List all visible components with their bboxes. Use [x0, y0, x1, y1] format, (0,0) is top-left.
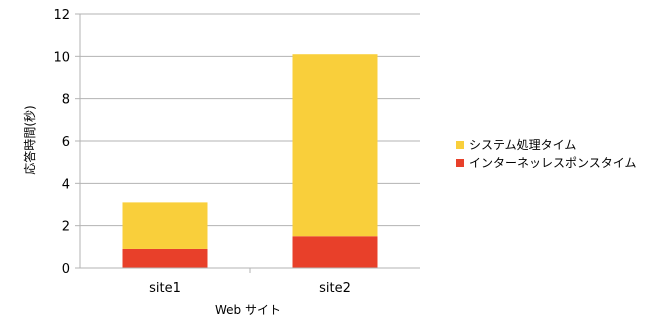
y-tick-label: 12 — [53, 8, 70, 23]
axes — [79, 14, 420, 273]
bar-site1-series0 — [122, 248, 208, 268]
bar-site2-series0 — [292, 236, 378, 268]
bars — [122, 54, 378, 268]
x-tick-labels: site1 site2 — [149, 281, 351, 296]
x-tick-label: site2 — [319, 281, 351, 296]
y-tick-label: 0 — [62, 262, 70, 277]
y-tick-label: 6 — [62, 135, 70, 150]
x-tick-label: site1 — [149, 281, 181, 296]
y-axis-title: 応答時間(秒) — [22, 105, 37, 174]
y-tick-label: 8 — [62, 93, 70, 108]
bar-site2-series1 — [292, 54, 378, 237]
legend-swatch — [456, 159, 464, 167]
legend-label: インターネッレスポンスタイム — [469, 156, 637, 170]
bar-site1-series1 — [122, 202, 208, 249]
x-axis-title: Web サイト — [215, 303, 281, 317]
legend-swatch — [456, 141, 464, 149]
y-tick-label: 4 — [62, 177, 70, 192]
legend-label: システム処理タイム — [469, 138, 576, 152]
y-tick-labels: 0 2 4 6 8 10 12 — [53, 8, 70, 277]
y-tick-label: 10 — [53, 50, 70, 65]
y-tick-label: 2 — [62, 220, 70, 235]
